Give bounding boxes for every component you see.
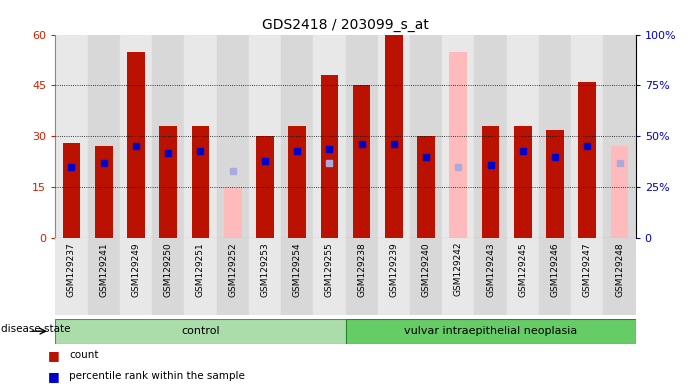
Bar xyxy=(539,35,571,238)
Bar xyxy=(249,35,281,238)
Bar xyxy=(378,238,410,315)
Title: GDS2418 / 203099_s_at: GDS2418 / 203099_s_at xyxy=(262,18,429,32)
Bar xyxy=(313,35,346,238)
Text: GSM129241: GSM129241 xyxy=(99,242,108,296)
Bar xyxy=(313,238,346,315)
Bar xyxy=(62,143,80,238)
Bar xyxy=(514,126,531,238)
Text: GSM129239: GSM129239 xyxy=(389,242,399,297)
Bar xyxy=(352,86,370,238)
Text: GSM129249: GSM129249 xyxy=(131,242,140,296)
Bar xyxy=(55,319,346,344)
Bar xyxy=(216,238,249,315)
Bar xyxy=(321,82,339,238)
Bar xyxy=(216,35,249,238)
Text: GSM129250: GSM129250 xyxy=(164,242,173,297)
Bar xyxy=(184,238,216,315)
Bar xyxy=(120,238,152,315)
Text: GSM129237: GSM129237 xyxy=(67,242,76,297)
Bar xyxy=(578,82,596,238)
Bar xyxy=(410,238,442,315)
Bar xyxy=(482,126,500,238)
Bar xyxy=(88,238,120,315)
Bar xyxy=(571,35,603,238)
Text: GSM129240: GSM129240 xyxy=(422,242,430,296)
Bar xyxy=(249,238,281,315)
Text: vulvar intraepithelial neoplasia: vulvar intraepithelial neoplasia xyxy=(404,326,577,336)
Text: GSM129245: GSM129245 xyxy=(518,242,527,296)
Text: count: count xyxy=(69,350,99,360)
Text: GSM129243: GSM129243 xyxy=(486,242,495,296)
Bar xyxy=(378,35,410,238)
Bar xyxy=(191,126,209,238)
Text: GSM129255: GSM129255 xyxy=(325,242,334,297)
Text: ■: ■ xyxy=(48,370,60,383)
Bar xyxy=(611,147,629,238)
Text: ■: ■ xyxy=(48,349,60,362)
Bar xyxy=(603,35,636,238)
Bar xyxy=(321,75,339,238)
Text: GSM129246: GSM129246 xyxy=(551,242,560,296)
Text: GSM129253: GSM129253 xyxy=(261,242,269,297)
Bar xyxy=(346,35,378,238)
Bar xyxy=(417,136,435,238)
Bar xyxy=(288,126,306,238)
Text: control: control xyxy=(181,326,220,336)
Bar xyxy=(507,238,539,315)
Bar xyxy=(184,35,216,238)
Text: GSM129254: GSM129254 xyxy=(292,242,302,296)
Bar xyxy=(152,238,184,315)
Bar xyxy=(442,35,475,238)
Text: GSM129242: GSM129242 xyxy=(454,242,463,296)
Bar xyxy=(55,238,88,315)
Bar xyxy=(159,126,177,238)
Bar xyxy=(346,238,378,315)
Bar xyxy=(546,129,564,238)
Bar xyxy=(256,136,274,238)
Bar xyxy=(475,238,507,315)
Text: GSM129248: GSM129248 xyxy=(615,242,624,296)
Bar xyxy=(88,35,120,238)
Bar xyxy=(410,35,442,238)
Bar xyxy=(571,238,603,315)
Bar xyxy=(281,238,313,315)
Bar xyxy=(449,51,467,238)
Bar xyxy=(127,51,145,238)
Bar xyxy=(507,35,539,238)
Text: GSM129252: GSM129252 xyxy=(228,242,237,296)
Bar xyxy=(95,147,113,238)
Text: GSM129247: GSM129247 xyxy=(583,242,592,296)
Bar xyxy=(152,35,184,238)
Bar xyxy=(224,187,241,238)
Bar xyxy=(55,35,88,238)
Bar xyxy=(385,35,403,238)
Bar xyxy=(442,238,475,315)
Bar xyxy=(539,238,571,315)
Bar xyxy=(120,35,152,238)
Text: disease state: disease state xyxy=(1,324,71,334)
Text: percentile rank within the sample: percentile rank within the sample xyxy=(69,371,245,381)
Bar xyxy=(603,238,636,315)
Bar xyxy=(346,319,636,344)
Text: GSM129238: GSM129238 xyxy=(357,242,366,297)
Bar xyxy=(475,35,507,238)
Text: GSM129251: GSM129251 xyxy=(196,242,205,297)
Bar xyxy=(281,35,313,238)
